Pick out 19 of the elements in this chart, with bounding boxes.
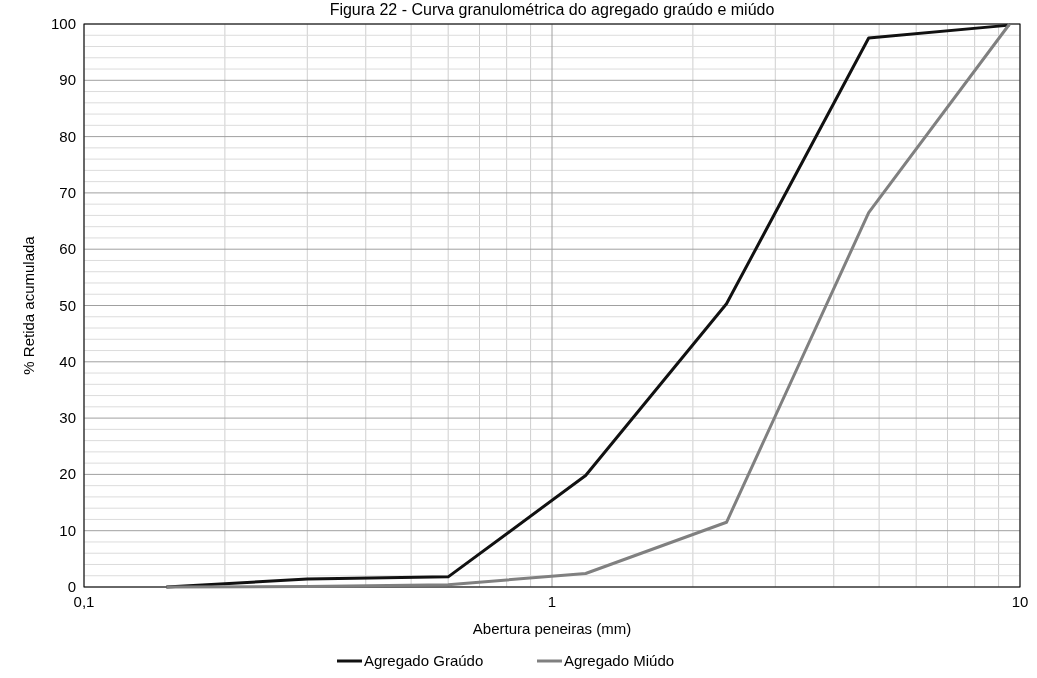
y-tick-label: 70 [59, 183, 76, 201]
y-tick-label: 30 [59, 409, 76, 427]
x-tick-label: 1 [547, 593, 557, 610]
y-tick-label: 60 [59, 240, 76, 258]
x-tick-label: 10 [1011, 593, 1029, 610]
y-tick-label: 50 [59, 296, 76, 314]
y-tick-label: 0 [67, 578, 76, 595]
y-tick-label: 100 [50, 15, 76, 32]
chart-title: Figura 22 - Curva granulométrica do agregado graúdo e miúdo [329, 1, 775, 18]
y-tick-label: 10 [59, 521, 76, 539]
x-tick-label: 0,1 [73, 593, 95, 610]
y-tick-label: 90 [59, 71, 76, 89]
y-tick-label: 80 [59, 127, 76, 145]
legend-label: Agregado Miúdo [564, 652, 675, 669]
y-tick-label: 40 [59, 352, 76, 370]
x-axis-title: Abertura peneiras (mm) [472, 620, 632, 637]
y-tick-label: 20 [59, 465, 76, 483]
legend-label: Agregado Graúdo [364, 652, 484, 669]
y-axis-title: % Retida acumulada [20, 235, 37, 375]
